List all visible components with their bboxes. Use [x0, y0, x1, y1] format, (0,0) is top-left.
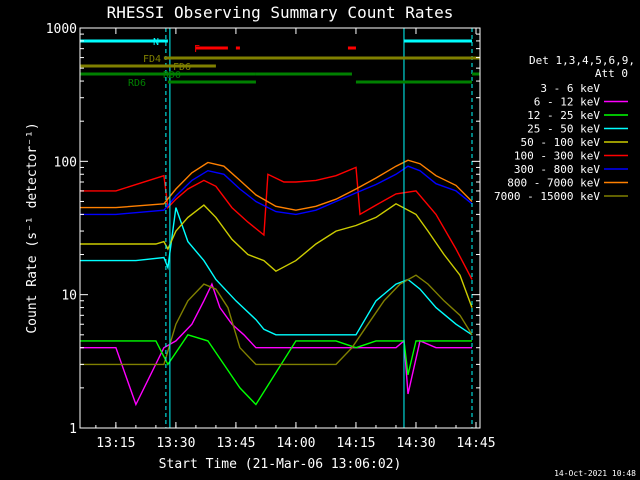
flag-label-2: FD4 — [143, 54, 161, 65]
series-line-3 — [79, 207, 473, 336]
series-line-6 — [79, 165, 473, 216]
plot-frame — [79, 27, 481, 429]
flag-label-1: F — [194, 44, 200, 55]
legend-label-8: 7000 - 15000 keV — [494, 190, 600, 203]
x-tick-label-2: 13:45 — [216, 436, 255, 451]
legend-label-7: 800 - 7000 keV — [507, 177, 600, 190]
flag-label-5: RD6 — [128, 78, 146, 89]
flag-label-3: FD6 — [173, 62, 191, 73]
series-line-7 — [79, 159, 473, 211]
x-tick-label-6: 14:45 — [456, 436, 495, 451]
y-tick-label-0: 1 — [69, 422, 77, 437]
flag-label-4: RD0 — [163, 70, 181, 81]
y-axis-label: Count Rate (s⁻¹ detector⁻¹) — [25, 122, 40, 333]
series-line-4 — [79, 202, 473, 308]
series-line-0 — [79, 289, 472, 429]
legend-label-5: 100 - 300 keV — [514, 150, 600, 163]
legend-label-3: 25 - 50 keV — [527, 123, 600, 136]
y-axis: 1 10 100 1000 — [46, 22, 480, 437]
legend-label-4: 50 - 100 keV — [521, 136, 601, 149]
x-axis-label: Start Time (21-Mar-06 13:06:02) — [159, 457, 402, 472]
x-tick-label-0: 13:15 — [96, 436, 135, 451]
legend-label-6: 300 - 800 keV — [514, 163, 600, 176]
x-tick-label-5: 14:30 — [396, 436, 435, 451]
series-line-8 — [79, 274, 473, 366]
legend-label-1: 6 - 12 keV — [534, 96, 601, 109]
x-axis: 13:15 13:30 13:45 14:00 14:15 14:30 14:45 — [95, 28, 496, 451]
series-line-2 — [79, 333, 472, 406]
flag-label-0: N — [153, 37, 159, 48]
series-line-1 — [79, 282, 472, 407]
series-line-5 — [79, 166, 473, 280]
legend-label-0: 3 - 6 keV — [540, 82, 600, 95]
x-tick-label-1: 13:30 — [156, 436, 195, 451]
legend-header-1: Det 1,3,4,5,6,9, — [529, 54, 635, 67]
legend-label-2: 12 - 25 keV — [527, 109, 600, 122]
chart-title: RHESSI Observing Summary Count Rates — [107, 3, 454, 22]
legend-header-2: Att 0 — [595, 67, 628, 80]
y-tick-label-1: 10 — [61, 289, 77, 304]
timestamp: 14-Oct-2021 10:48 — [554, 469, 636, 478]
x-tick-label-3: 14:00 — [276, 436, 315, 451]
x-tick-label-4: 14:15 — [336, 436, 375, 451]
y-tick-label-3: 1000 — [46, 22, 77, 37]
y-tick-label-2: 100 — [54, 155, 77, 170]
